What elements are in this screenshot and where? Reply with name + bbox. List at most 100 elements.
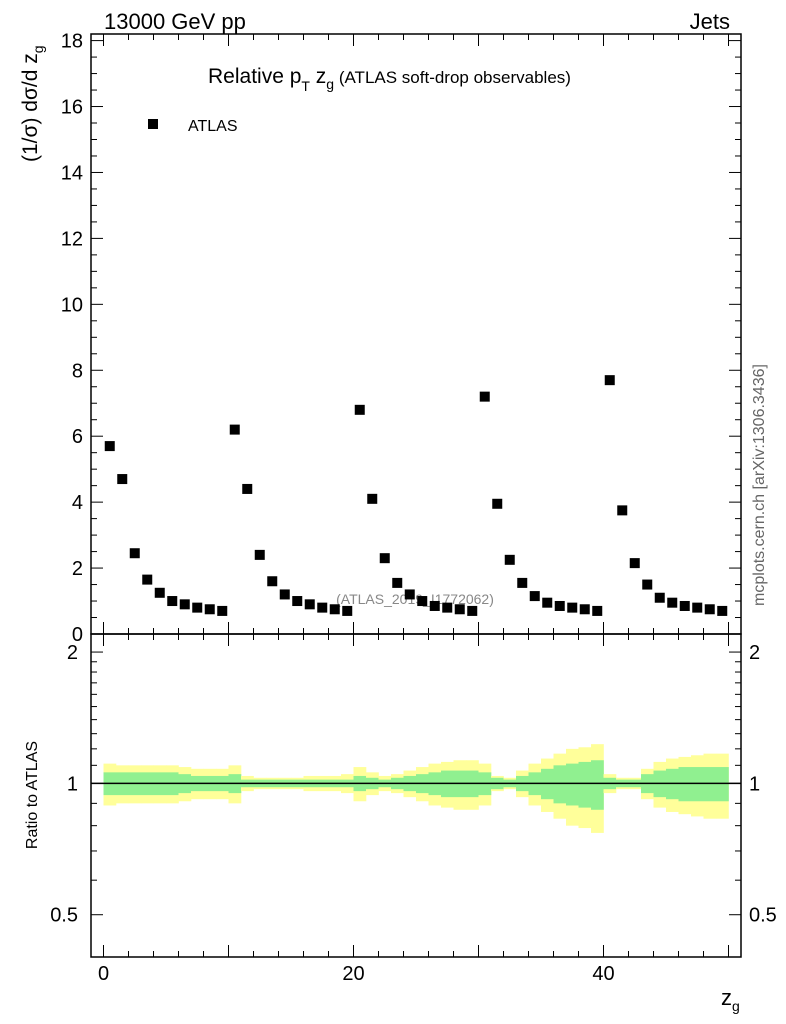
data-point (342, 605, 353, 616)
ratio-inner-band (716, 767, 729, 802)
data-point (504, 554, 515, 565)
y-axis-label: (1/σ) dσ/d zg (19, 45, 46, 162)
data-point (604, 375, 615, 386)
y-tick-label: 0 (72, 624, 83, 646)
ratio-inner-band (553, 765, 567, 804)
ratio-y-tick-label: 1 (67, 773, 78, 795)
ratio-inner-band (578, 761, 592, 808)
data-point (254, 549, 265, 560)
data-point (329, 604, 340, 615)
data-point (629, 558, 640, 569)
ratio-bands (91, 744, 741, 833)
ratio-inner-band (591, 760, 604, 810)
ratio-inner-band (678, 767, 692, 802)
data-point (104, 441, 115, 452)
data-point (217, 605, 228, 616)
data-point (704, 604, 715, 615)
data-point (154, 587, 165, 598)
side-credit-label: mcplots.cern.ch [arXiv:1306.3436] (751, 364, 768, 606)
header-left: 13000 GeV pp (104, 9, 246, 34)
data-point (492, 498, 503, 509)
data-point (204, 604, 215, 615)
data-point (529, 591, 540, 602)
data-point (554, 600, 565, 611)
data-point (592, 605, 603, 616)
data-point (642, 579, 653, 590)
data-point (367, 493, 378, 504)
chart-title-sub-g: g (326, 76, 334, 92)
ratio-y-tick-label-right: 2 (749, 642, 760, 664)
data-point (317, 602, 328, 613)
ratio-y-tick-label-right: 1 (749, 773, 760, 795)
x-axis-label: zg (721, 985, 740, 1014)
ratio-y-tick-label-right: 0.5 (749, 905, 777, 927)
ratio-y-tick-label: 2 (67, 642, 78, 664)
y-tick-label: 2 (72, 558, 83, 580)
data-point (429, 600, 440, 611)
y-axis-label-main: (1/σ) dσ/d z (19, 53, 42, 162)
data-point (567, 602, 578, 613)
data-point (692, 602, 703, 613)
chart-title-main: Relative p (208, 65, 301, 88)
y-tick-label: 16 (61, 97, 83, 119)
y-tick-label: 4 (72, 492, 83, 514)
data-point (517, 577, 528, 588)
data-point (279, 589, 290, 600)
data-point (542, 597, 553, 608)
data-point (679, 600, 690, 611)
legend-label-atlas: ATLAS (188, 118, 238, 135)
data-point (404, 589, 415, 600)
data-point (579, 604, 590, 615)
data-point (304, 599, 315, 610)
data-point (479, 391, 490, 402)
data-point (379, 553, 390, 564)
y-axis-label-sub: g (30, 45, 46, 53)
data-point (292, 596, 303, 607)
x-axis-label-sub: g (732, 998, 740, 1014)
data-point (192, 602, 203, 613)
ratio-inner-band (566, 763, 579, 806)
header-right: Jets (690, 9, 730, 34)
data-point (392, 577, 403, 588)
ratio-plot-frame (90, 633, 742, 958)
data-point (454, 604, 465, 615)
x-tick-label: 40 (592, 963, 614, 985)
data-point (167, 596, 178, 607)
y-tick-label: 14 (61, 162, 83, 184)
y-tick-label: 6 (72, 426, 83, 448)
data-point (442, 602, 453, 613)
data-point (117, 474, 128, 485)
data-marks (104, 375, 728, 616)
chart-title-paren: (ATLAS soft-drop observables) (334, 68, 571, 87)
data-point (129, 548, 140, 559)
data-point (654, 592, 665, 603)
data-point (667, 597, 678, 608)
ratio-y-axis-label: Ratio to ATLAS (24, 741, 41, 849)
chart-title: Relative pT zg (ATLAS soft-drop observab… (208, 65, 571, 94)
data-point (267, 576, 278, 587)
data-point (242, 483, 253, 494)
ratio-inner-band (703, 767, 717, 802)
data-point (354, 404, 365, 415)
data-point (229, 424, 240, 435)
y-tick-label: 10 (61, 294, 83, 316)
data-point (142, 574, 153, 585)
x-tick-label: 20 (342, 963, 364, 985)
x-axis-label-main: z (721, 985, 732, 1010)
y-tick-label: 18 (61, 31, 83, 53)
data-point (717, 605, 728, 616)
chart-title-sub-t: T (301, 78, 310, 94)
data-point (417, 596, 428, 607)
chart-title-mid: z (310, 65, 326, 88)
ratio-inner-band (691, 767, 704, 802)
data-point (179, 599, 190, 610)
analysis-watermark: (ATLAS_2019_I1772062) (336, 591, 494, 607)
y-tick-label: 12 (61, 228, 83, 250)
ratio-y-tick-label: 0.5 (50, 905, 78, 927)
data-point (467, 605, 478, 616)
legend-marker-atlas (148, 119, 158, 129)
data-point (617, 505, 628, 516)
x-tick-label: 0 (98, 963, 109, 985)
